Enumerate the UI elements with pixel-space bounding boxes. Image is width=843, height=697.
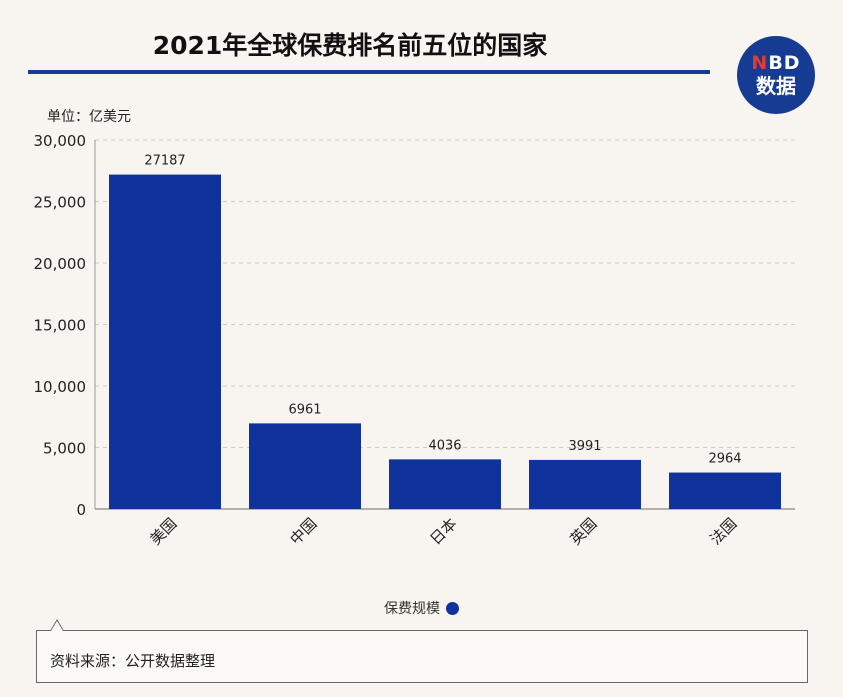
x-tick-label: 美国 xyxy=(146,514,180,548)
y-tick-label: 10,000 xyxy=(34,378,87,396)
title-divider xyxy=(28,70,710,74)
x-tick-label: 英国 xyxy=(566,514,600,548)
y-tick-label: 30,000 xyxy=(34,132,87,150)
bar-4 xyxy=(669,472,781,509)
x-tick-label: 日本 xyxy=(426,514,460,548)
legend-label: 保费规模 xyxy=(384,601,440,617)
legend-marker xyxy=(446,601,459,615)
x-tick-label: 法国 xyxy=(706,514,740,548)
bar-3 xyxy=(529,459,641,509)
data-label: 27187 xyxy=(144,154,185,169)
y-tick-label: 25,000 xyxy=(34,194,87,212)
y-tick-label: 5,000 xyxy=(43,440,86,458)
source-text: 资料来源：公开数据整理 xyxy=(50,652,216,670)
bar-2 xyxy=(389,459,501,509)
y-tick-label: 15,000 xyxy=(34,317,87,335)
bar-0 xyxy=(109,174,221,509)
unit-label: 单位：亿美元 xyxy=(47,109,131,125)
nbd-logo: NBD 数据 xyxy=(737,36,815,114)
data-label: 3991 xyxy=(568,439,601,454)
chart-title: 2021年全球保费排名前五位的国家 xyxy=(152,31,548,60)
x-tick-label: 中国 xyxy=(286,514,320,548)
legend[interactable]: 保费规模 xyxy=(0,598,843,618)
source-box xyxy=(36,630,808,683)
data-label: 6961 xyxy=(288,402,321,417)
y-tick-label: 0 xyxy=(76,501,86,519)
y-tick-label: 20,000 xyxy=(34,255,87,273)
bar-1 xyxy=(249,423,361,509)
data-label: 4036 xyxy=(428,438,461,453)
data-label: 2964 xyxy=(708,452,741,467)
